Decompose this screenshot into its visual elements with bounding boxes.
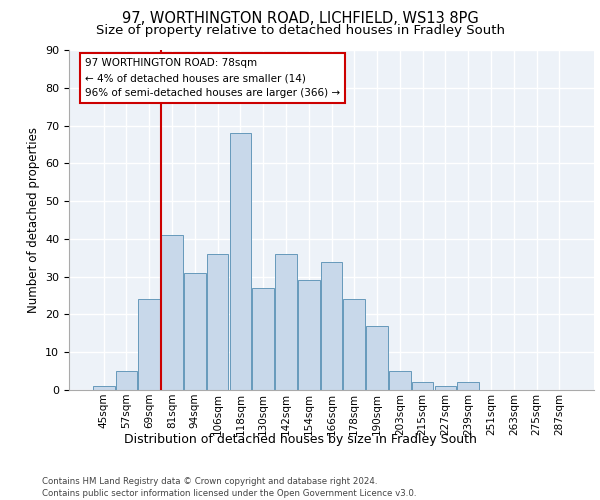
Bar <box>412 382 433 390</box>
Bar <box>389 371 410 390</box>
Bar <box>320 262 343 390</box>
Text: Distribution of detached houses by size in Fradley South: Distribution of detached houses by size … <box>124 432 476 446</box>
Bar <box>139 300 160 390</box>
Bar <box>457 382 479 390</box>
Bar <box>298 280 320 390</box>
Text: 97 WORTHINGTON ROAD: 78sqm
← 4% of detached houses are smaller (14)
96% of semi-: 97 WORTHINGTON ROAD: 78sqm ← 4% of detac… <box>85 58 340 98</box>
Bar <box>343 300 365 390</box>
Bar <box>230 133 251 390</box>
Text: Contains HM Land Registry data © Crown copyright and database right 2024.
Contai: Contains HM Land Registry data © Crown c… <box>42 476 416 498</box>
Bar <box>366 326 388 390</box>
Bar <box>116 371 137 390</box>
Bar <box>275 254 297 390</box>
Bar <box>253 288 274 390</box>
Bar <box>434 386 456 390</box>
Text: 97, WORTHINGTON ROAD, LICHFIELD, WS13 8PG: 97, WORTHINGTON ROAD, LICHFIELD, WS13 8P… <box>122 11 478 26</box>
Text: Size of property relative to detached houses in Fradley South: Size of property relative to detached ho… <box>95 24 505 37</box>
Y-axis label: Number of detached properties: Number of detached properties <box>26 127 40 313</box>
Bar <box>207 254 229 390</box>
Bar <box>93 386 115 390</box>
Bar <box>161 235 183 390</box>
Bar <box>184 273 206 390</box>
